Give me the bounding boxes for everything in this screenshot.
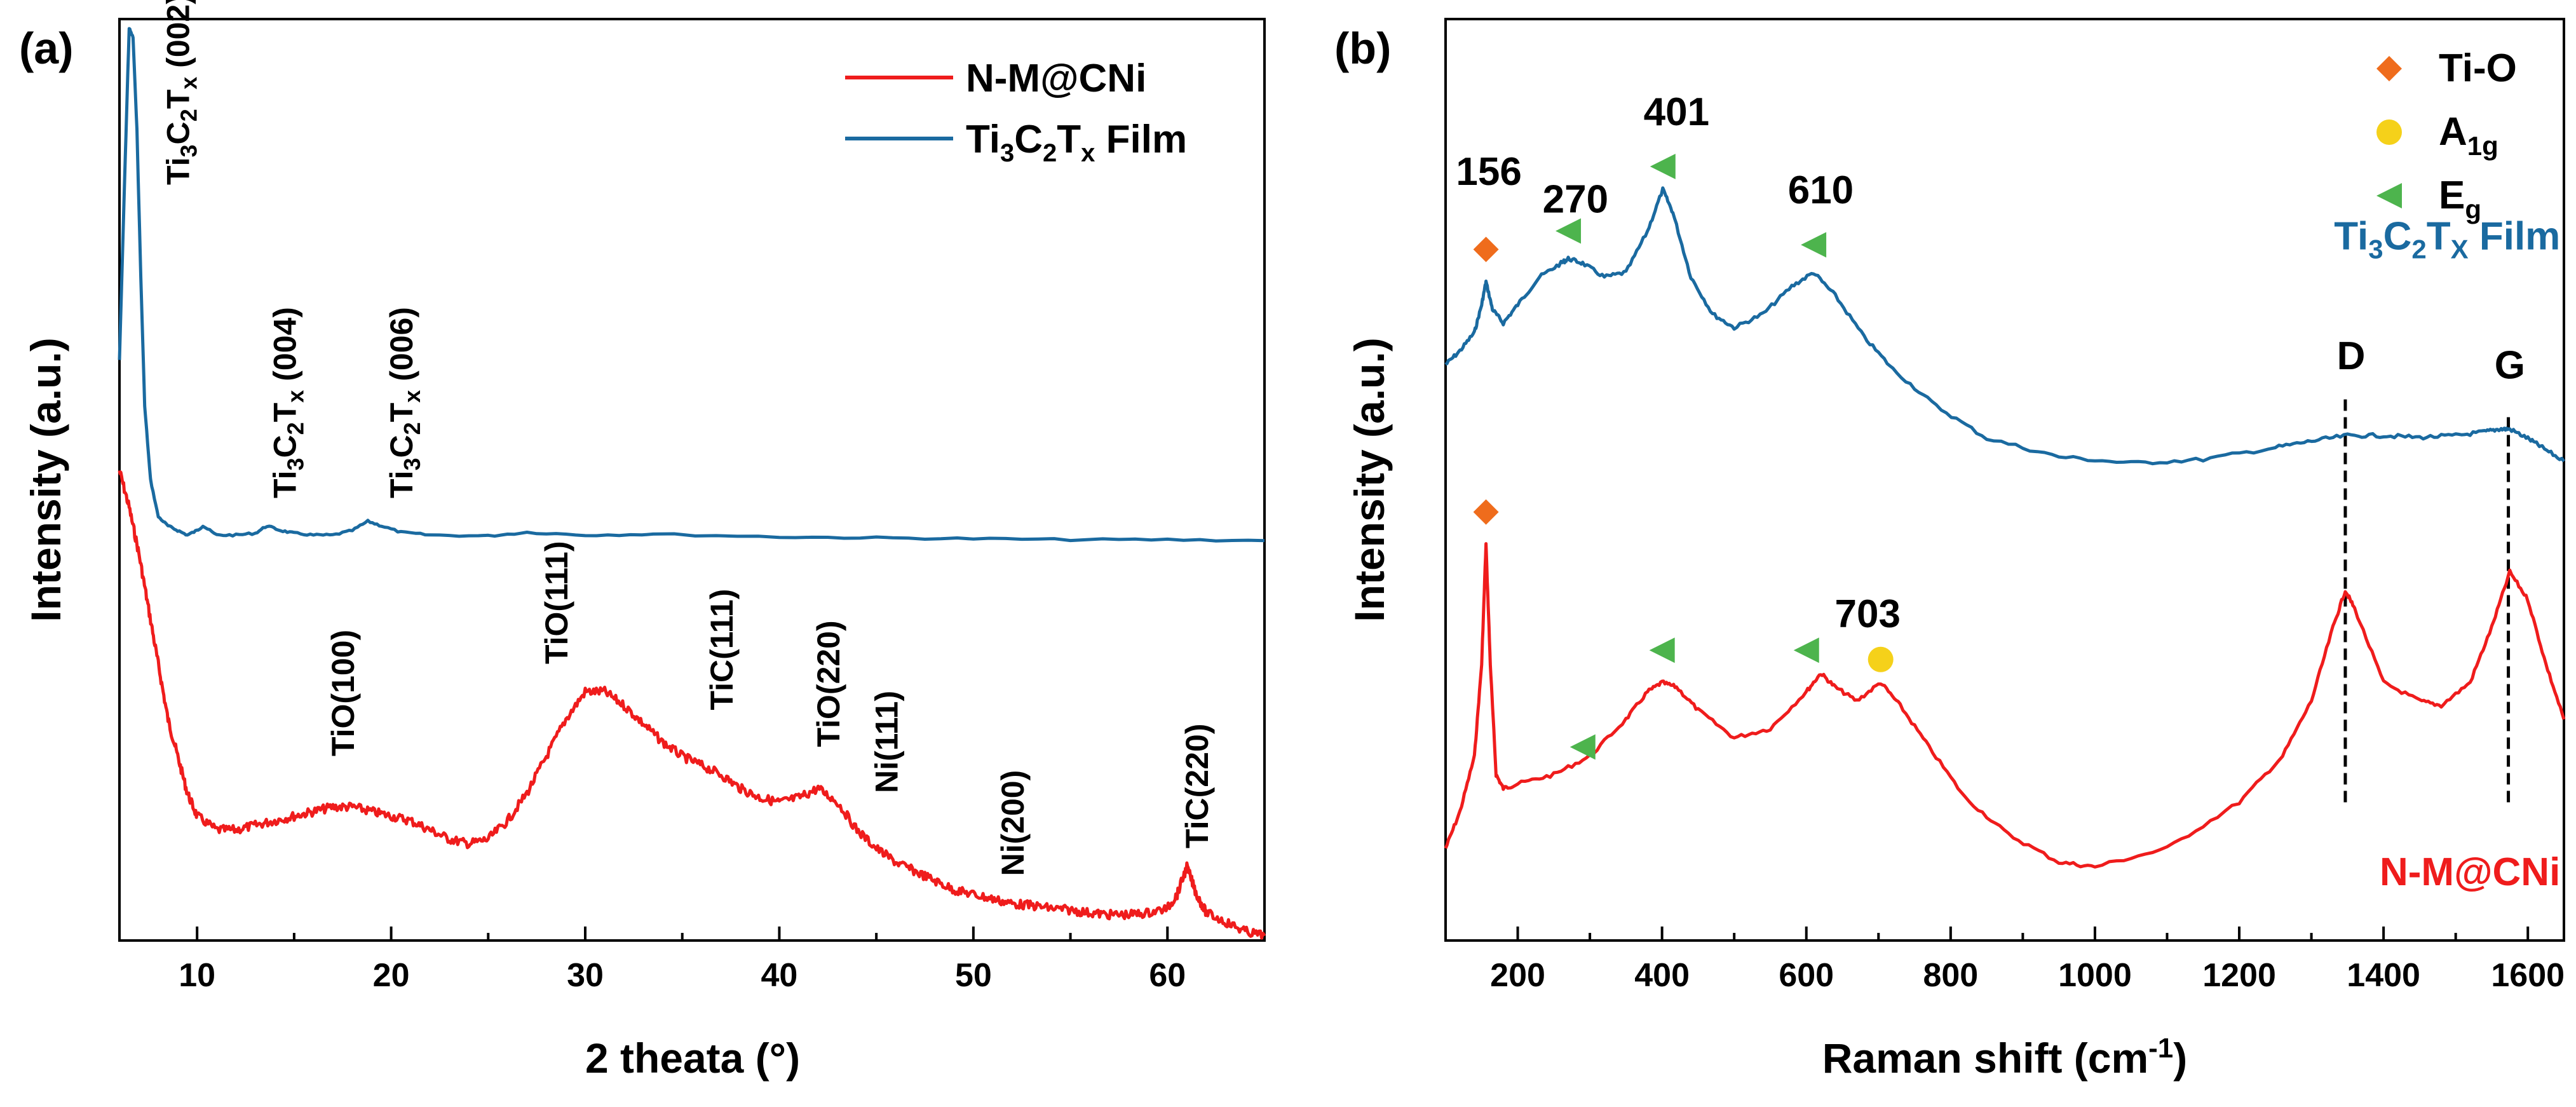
ti-o-marker (1473, 236, 1499, 262)
xrd-x-axis-title: 2 theata (°) (585, 1035, 800, 1082)
xrd-peak-label: TiO(100) (325, 630, 361, 756)
xrd-mxene-peak-label: Ti3C2Tx (006) (384, 307, 425, 498)
raman-peak-label: 270 (1543, 178, 1608, 222)
xrd-x-ticks: 10 20 30 40 50 60 (179, 927, 1266, 994)
x-tick-label: 60 (1149, 957, 1186, 994)
x-tick-label: 1200 (2202, 957, 2276, 994)
legend-label-a1g: A1g (2439, 110, 2498, 161)
xrd-mxene-peak-label: Ti3C2Tx (004) (268, 307, 309, 498)
raman-x-axis-title: Raman shift (cm-1) (1822, 1033, 2188, 1082)
series-line-ti3c2tx-film (118, 27, 1265, 543)
eg-marker (1569, 734, 1596, 760)
xrd-peak-label: TiC(111) (704, 589, 740, 710)
xrd-mxene-annotations: Ti3C2Tx (002) Ti3C2Tx (004) Ti3C2Tx (006) (161, 0, 425, 498)
raman-y-axis-title: Intensity (a.u.) (1346, 337, 1393, 621)
x-tick-label: 10 (179, 957, 215, 994)
x-tick-label: 30 (567, 957, 604, 994)
x-tick-label: 20 (373, 957, 410, 994)
raman-d-g-band-lines (2343, 397, 2511, 803)
legend-label-ti3c2tx-film: Ti3C2Tx Film (966, 118, 1187, 167)
raman-peak-label: G (2495, 344, 2525, 388)
raman-peak-label: 156 (1456, 150, 1521, 194)
legend-label-ti-o: Ti-O (2439, 46, 2517, 90)
xrd-plot-frame (118, 18, 1266, 942)
panel-a-label: (a) (19, 24, 74, 73)
eg-marker (2376, 183, 2402, 208)
xrd-peak-label: Ni(111) (869, 691, 904, 793)
raman-peak-label: 703 (1835, 592, 1901, 636)
raman-plot-frame (1444, 18, 2565, 942)
xrd-peak-label: TiC(220) (1179, 724, 1215, 848)
legend-label-n-m-cni: N-M@CNi (966, 57, 1146, 100)
x-tick-label: 1000 (2058, 957, 2132, 994)
raman-peak-annotations: 156 270 401 610 703 D G (1456, 90, 2525, 636)
eg-marker (1650, 154, 1676, 179)
x-tick-label: 1400 (2347, 957, 2420, 994)
raman-chart-panel: (b) 200 400 600 800 1000 1200 1400 1600 156 270 4… (1334, 18, 2566, 1082)
raman-peak-markers (1473, 154, 1894, 760)
xrd-peak-label: Ni(200) (995, 770, 1031, 876)
x-tick-label: 600 (1779, 957, 1834, 994)
xrd-peak-annotations: TiO(100) TiO(111) TiC(111) TiO(220) Ni(111) N… (325, 541, 1215, 876)
a1g-marker (2376, 119, 2402, 145)
raman-legend: Ti-O A1g Eg (2376, 46, 2517, 224)
series-line-n-m-cni (1444, 542, 2566, 869)
a1g-marker (1868, 646, 1894, 672)
ti-o-marker (1473, 499, 1499, 525)
raman-series-group (1444, 186, 2566, 869)
series-label-n-m-cni: N-M@CNi (2380, 850, 2560, 894)
legend-label-eg: Eg (2439, 173, 2481, 224)
raman-peak-label: 610 (1788, 168, 1854, 212)
eg-marker (1649, 637, 1675, 663)
xrd-peak-label: TiO(220) (811, 620, 846, 747)
series-line-n-m-cni (118, 470, 1266, 940)
x-tick-label: 200 (1490, 957, 1545, 994)
x-tick-label: 800 (1923, 957, 1978, 994)
series-label-ti3c2tx-film: Ti3C2TX Film (2334, 215, 2560, 264)
eg-marker (1556, 218, 1582, 244)
ti-o-marker (2376, 56, 2402, 81)
xrd-y-axis-title: Intensity (a.u.) (22, 337, 69, 621)
eg-marker (1801, 232, 1827, 258)
series-line-ti3c2tx-film (1444, 186, 2566, 466)
x-tick-label: 1600 (2491, 957, 2565, 994)
xrd-mxene-peak-label: Ti3C2Tx (002) (161, 0, 202, 185)
x-tick-label: 50 (955, 957, 992, 994)
panel-b-label: (b) (1334, 24, 1391, 73)
eg-marker (1793, 637, 1819, 663)
x-tick-label: 40 (761, 957, 798, 994)
x-tick-label: 400 (1634, 957, 1690, 994)
raman-peak-label: 401 (1644, 90, 1709, 134)
xrd-peak-label: TiO(111) (539, 541, 574, 664)
raman-x-ticks: 200 400 600 800 1000 1200 1400 1600 (1444, 927, 2565, 994)
xrd-chart-panel: (a) 10 20 30 40 50 60 TiO(100) TiO(111) TiC(111… (19, 0, 1266, 1082)
raman-peak-label: D (2337, 334, 2366, 378)
xrd-legend: N-M@CNi Ti3C2Tx Film (845, 57, 1187, 167)
xrd-series-group (118, 27, 1266, 940)
